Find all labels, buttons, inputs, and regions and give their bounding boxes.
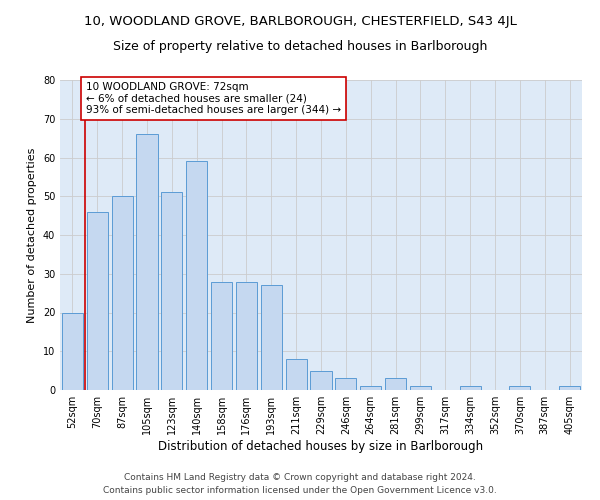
Bar xyxy=(559,386,580,390)
Text: 10 WOODLAND GROVE: 72sqm
← 6% of detached houses are smaller (24)
93% of semi-de: 10 WOODLAND GROVE: 72sqm ← 6% of detache… xyxy=(86,82,341,115)
X-axis label: Distribution of detached houses by size in Barlborough: Distribution of detached houses by size … xyxy=(158,440,484,453)
Bar xyxy=(335,378,356,390)
Bar xyxy=(410,386,431,390)
Text: 10, WOODLAND GROVE, BARLBOROUGH, CHESTERFIELD, S43 4JL: 10, WOODLAND GROVE, BARLBOROUGH, CHESTER… xyxy=(83,15,517,28)
Bar xyxy=(136,134,158,390)
Bar xyxy=(286,359,307,390)
Bar xyxy=(310,370,332,390)
Bar xyxy=(236,282,257,390)
Bar xyxy=(261,286,282,390)
Bar xyxy=(112,196,133,390)
Bar xyxy=(360,386,381,390)
Bar xyxy=(62,312,83,390)
Text: Size of property relative to detached houses in Barlborough: Size of property relative to detached ho… xyxy=(113,40,487,53)
Text: Contains HM Land Registry data © Crown copyright and database right 2024.
Contai: Contains HM Land Registry data © Crown c… xyxy=(103,474,497,495)
Y-axis label: Number of detached properties: Number of detached properties xyxy=(27,148,37,322)
Bar xyxy=(186,162,207,390)
Bar xyxy=(385,378,406,390)
Bar xyxy=(87,212,108,390)
Bar xyxy=(211,282,232,390)
Bar xyxy=(161,192,182,390)
Bar xyxy=(509,386,530,390)
Bar xyxy=(460,386,481,390)
